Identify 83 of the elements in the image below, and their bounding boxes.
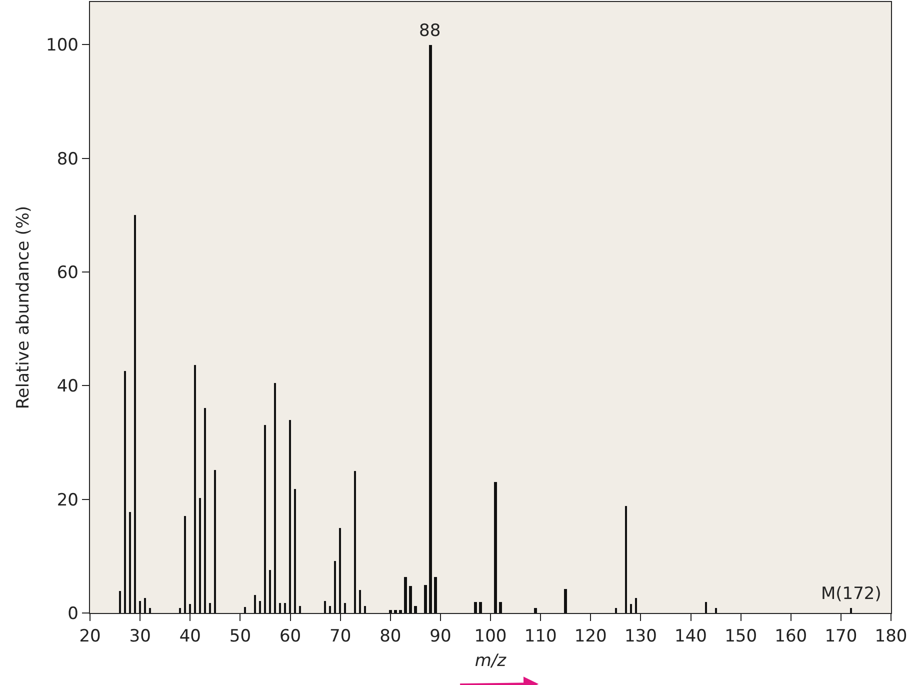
x-tick-label: 70 bbox=[329, 626, 352, 646]
bar bbox=[209, 603, 211, 613]
bar bbox=[424, 585, 427, 613]
x-tick-label: 120 bbox=[574, 626, 607, 646]
bar bbox=[429, 45, 432, 613]
bar bbox=[214, 470, 216, 613]
bar bbox=[389, 610, 392, 613]
bar bbox=[279, 603, 281, 613]
bar bbox=[289, 420, 291, 613]
bar bbox=[274, 383, 276, 613]
bar bbox=[149, 608, 151, 613]
annotation: M(172) bbox=[821, 584, 882, 604]
bar bbox=[359, 590, 361, 613]
bar bbox=[339, 528, 341, 613]
x-tick-label: 130 bbox=[624, 626, 657, 646]
bar bbox=[194, 365, 196, 613]
bar bbox=[199, 498, 201, 613]
bar bbox=[269, 570, 271, 613]
bar bbox=[259, 601, 261, 613]
x-tick-label: 40 bbox=[179, 626, 201, 646]
x-tick-label: 50 bbox=[229, 626, 252, 646]
y-tick-label: 40 bbox=[56, 376, 78, 397]
y-tick-label: 80 bbox=[56, 149, 78, 170]
x-tick-label: 100 bbox=[474, 626, 507, 646]
bar bbox=[499, 602, 502, 613]
bar bbox=[184, 516, 186, 613]
x-tick-label: 60 bbox=[279, 626, 302, 646]
bar bbox=[409, 586, 412, 613]
x-tick-label: 80 bbox=[380, 626, 402, 646]
bar bbox=[564, 589, 567, 613]
bar bbox=[474, 602, 477, 613]
bar bbox=[204, 408, 206, 613]
bar bbox=[399, 610, 402, 613]
bar bbox=[414, 606, 417, 613]
x-tick-label: 160 bbox=[774, 626, 808, 646]
bar bbox=[299, 606, 301, 613]
x-tick-label: 20 bbox=[79, 626, 101, 646]
bar bbox=[344, 603, 346, 613]
x-tick-label: 150 bbox=[724, 626, 758, 646]
bar bbox=[139, 601, 141, 613]
bar bbox=[630, 604, 632, 613]
bar bbox=[635, 598, 637, 613]
y-axis-title: Relative abundance (%) bbox=[14, 206, 34, 410]
bar bbox=[284, 603, 286, 613]
bar bbox=[625, 506, 627, 613]
bar bbox=[144, 598, 146, 613]
bar bbox=[334, 561, 336, 613]
bar bbox=[324, 601, 326, 613]
y-tick-label: 100 bbox=[46, 36, 78, 56]
bar bbox=[329, 606, 331, 613]
bar bbox=[354, 471, 356, 613]
bar bbox=[179, 608, 181, 613]
x-tick-label: 90 bbox=[430, 626, 452, 646]
x-tick-label: 140 bbox=[674, 626, 707, 646]
bar bbox=[534, 608, 537, 613]
bar bbox=[244, 607, 246, 613]
bar bbox=[294, 489, 296, 613]
bar bbox=[189, 604, 191, 613]
x-tick-label: 30 bbox=[129, 626, 151, 646]
bar bbox=[264, 425, 266, 613]
bar bbox=[705, 602, 707, 613]
x-tick-label: 110 bbox=[524, 626, 557, 646]
bar bbox=[124, 371, 126, 613]
bar bbox=[479, 602, 482, 613]
bar bbox=[715, 608, 717, 613]
x-tick-label: 180 bbox=[874, 626, 908, 646]
x-axis-title: m/z bbox=[474, 650, 508, 671]
bar bbox=[434, 577, 437, 613]
bar bbox=[119, 591, 121, 613]
bar bbox=[494, 482, 497, 613]
bar bbox=[850, 608, 852, 613]
annotation: 88 bbox=[419, 21, 441, 41]
bar bbox=[254, 595, 256, 613]
bar bbox=[134, 215, 136, 613]
x-tick-label: 170 bbox=[824, 626, 858, 646]
bar bbox=[129, 512, 131, 613]
y-tick-label: 60 bbox=[56, 262, 78, 283]
bar bbox=[404, 577, 407, 613]
y-tick-label: 0 bbox=[68, 604, 78, 624]
bar bbox=[615, 608, 617, 613]
bar bbox=[394, 610, 397, 613]
y-tick-label: 20 bbox=[56, 490, 78, 510]
bar bbox=[364, 606, 366, 613]
